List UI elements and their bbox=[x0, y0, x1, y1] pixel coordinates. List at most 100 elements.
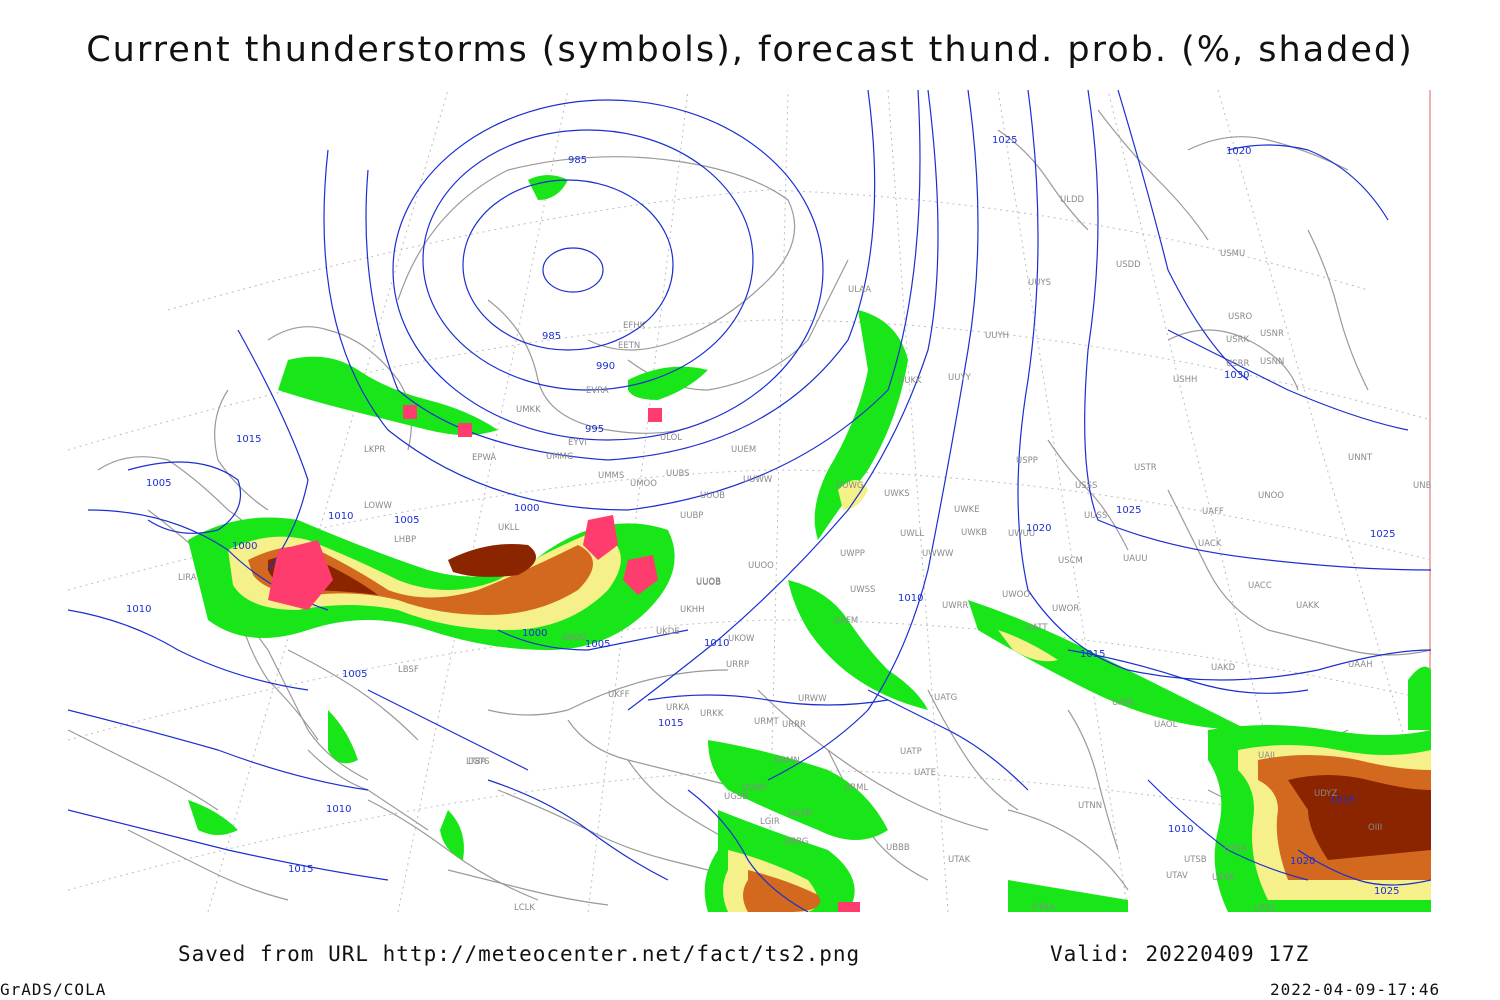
station-label: URKK bbox=[700, 709, 724, 719]
station-label: UWOR bbox=[1052, 604, 1079, 614]
isobar-labels: 985 985 990 995 1000 1000 1005 1005 1005… bbox=[126, 135, 1399, 897]
station-label: LOWW bbox=[364, 501, 393, 511]
station-label: UTAK bbox=[948, 855, 971, 865]
graticule bbox=[68, 90, 1431, 912]
station-label: UATG bbox=[934, 693, 957, 703]
station-labels: ULDD USDD USMU UUYS ULAA USRO USRK USNR … bbox=[178, 195, 1431, 912]
isobar-label: 1020 bbox=[1290, 856, 1315, 867]
station-label: UUSS bbox=[1084, 511, 1107, 521]
station-label: UUOB bbox=[696, 578, 721, 588]
thunder-probability-shading bbox=[188, 175, 1431, 912]
station-label: UUBS bbox=[666, 469, 690, 479]
isobar-label: 985 bbox=[542, 331, 561, 342]
station-label: UUKK bbox=[898, 376, 922, 386]
station-label: UATE bbox=[914, 768, 936, 778]
station-label: UKFF bbox=[608, 690, 630, 700]
station-label: UATT bbox=[1026, 623, 1048, 633]
station-label: UNNT bbox=[1348, 453, 1373, 463]
station-label: USRR bbox=[1226, 359, 1250, 369]
station-label: UUYS bbox=[1028, 278, 1051, 288]
isobar-label: 995 bbox=[585, 424, 604, 435]
station-label: UWSS bbox=[850, 585, 875, 595]
station-label: USHH bbox=[1173, 375, 1197, 385]
station-label: LKPR bbox=[364, 445, 385, 455]
station-label: UAOL bbox=[1154, 720, 1178, 730]
station-label: UMMS bbox=[598, 471, 624, 481]
station-label: UUWG bbox=[836, 481, 863, 491]
station-label: UWKB bbox=[961, 528, 987, 538]
station-label: UGKO bbox=[742, 783, 767, 793]
station-label: USNN bbox=[1260, 357, 1284, 367]
station-label: USRO bbox=[1228, 312, 1253, 322]
station-label: UAKD bbox=[1211, 663, 1236, 673]
station-label: LBSF bbox=[398, 665, 419, 675]
isobar-label: 1025 bbox=[1116, 505, 1141, 516]
station-label: UAFM bbox=[834, 616, 858, 626]
isobar-label: 1010 bbox=[126, 604, 151, 615]
forecast-map: ULDD USDD USMU UUYS ULAA USRO USRK USNR … bbox=[68, 90, 1431, 912]
software-credit: GrADS/COLA bbox=[0, 980, 107, 999]
station-label: UTSA bbox=[1224, 844, 1247, 854]
station-label: LHBP bbox=[394, 535, 416, 545]
isobar-label: 1005 bbox=[394, 515, 419, 526]
isobar-label: 1000 bbox=[514, 503, 539, 514]
station-label: UWLL bbox=[900, 529, 924, 539]
source-url-text: Saved from URL http://meteocenter.net/fa… bbox=[178, 942, 861, 966]
station-label: UWWW bbox=[922, 549, 954, 559]
isobar-label: 1015 bbox=[236, 434, 261, 445]
station-label: USDD bbox=[1116, 260, 1141, 270]
station-label: UTSK bbox=[1212, 873, 1235, 883]
thunderstorm-symbols bbox=[268, 405, 860, 912]
station-label: UKOW bbox=[728, 634, 755, 644]
station-label: UAAH bbox=[1348, 660, 1372, 670]
station-label: UMOO bbox=[630, 479, 657, 489]
station-label: EYVI bbox=[568, 438, 587, 448]
station-label: UAII bbox=[1258, 751, 1275, 761]
render-timestamp: 2022-04-09-17:46 bbox=[1270, 980, 1441, 999]
station-label: UKHH bbox=[680, 605, 705, 615]
isobar-label: 1010 bbox=[898, 593, 923, 604]
station-label: USTR bbox=[1134, 463, 1157, 473]
station-label: URMN bbox=[774, 756, 800, 766]
station-label: UTSB bbox=[1184, 855, 1207, 865]
station-label: ULDD bbox=[1060, 195, 1085, 205]
station-label: UGSB bbox=[724, 792, 748, 802]
isobar-label: 990 bbox=[596, 361, 615, 372]
station-label: UWKS bbox=[884, 489, 910, 499]
station-label: USPP bbox=[1016, 456, 1038, 466]
station-label: UKOO bbox=[562, 633, 587, 643]
station-label: UAKK bbox=[1296, 601, 1320, 611]
station-label: UATP bbox=[900, 747, 922, 757]
station-label: EFHK bbox=[623, 321, 646, 331]
station-label: URMT bbox=[754, 717, 779, 727]
station-label: UKLL bbox=[498, 523, 520, 533]
station-label: UBBB bbox=[886, 843, 910, 853]
station-label: UUOO bbox=[748, 561, 774, 571]
station-label: UWUU bbox=[1008, 529, 1035, 539]
station-label: EVRA bbox=[586, 386, 609, 396]
isobar-label: 1010 bbox=[328, 511, 353, 522]
isobar-label: 1015 bbox=[1330, 795, 1355, 806]
station-label: UTAA bbox=[1032, 903, 1055, 912]
station-label: UNOO bbox=[1258, 491, 1284, 501]
map-title: Current thunderstorms (symbols), forecas… bbox=[86, 30, 1414, 70]
station-label: UWRR bbox=[942, 601, 969, 611]
isobar-label: 1015 bbox=[658, 718, 683, 729]
station-label: UUEM bbox=[731, 445, 756, 455]
station-label: UTNN bbox=[1078, 801, 1102, 811]
isobar-label: 1010 bbox=[704, 638, 729, 649]
station-label: UUOB bbox=[700, 491, 725, 501]
station-label: UACK bbox=[1198, 539, 1222, 549]
station-label: UUBP bbox=[680, 511, 703, 521]
station-label: UUYH bbox=[985, 331, 1009, 341]
isobar-label: 1020 bbox=[1026, 523, 1051, 534]
station-label: EETN bbox=[618, 341, 640, 351]
station-label: USSS bbox=[1075, 481, 1097, 491]
isobar-label: 1030 bbox=[1224, 370, 1249, 381]
station-label: ULAA bbox=[848, 285, 871, 295]
station-label: LTBA bbox=[466, 757, 487, 767]
station-label: UAUU bbox=[1123, 554, 1147, 564]
station-label: URML bbox=[844, 783, 868, 793]
isobar-label: 1005 bbox=[146, 478, 171, 489]
station-label: UWOO bbox=[1002, 590, 1030, 600]
